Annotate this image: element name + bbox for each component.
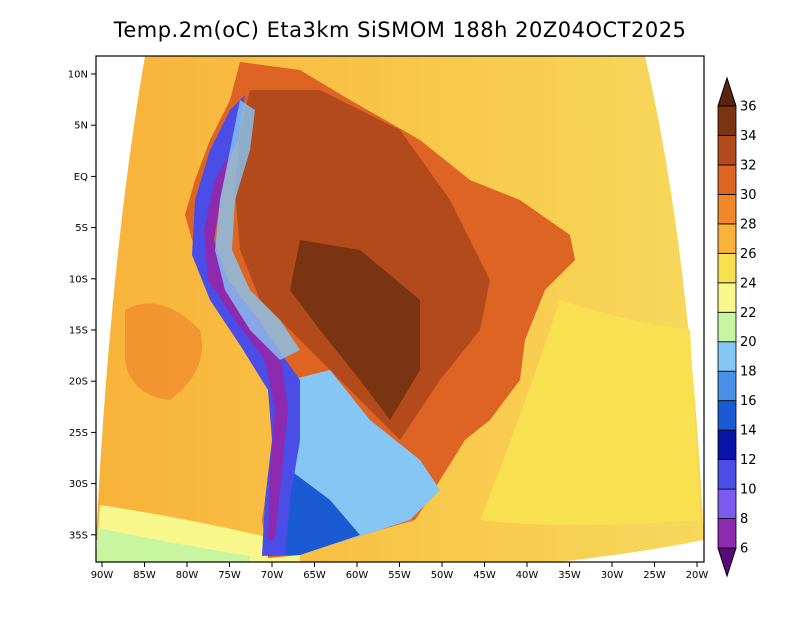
lon-tick-label: 90W [91,570,114,581]
colorbar-segment [717,459,737,490]
colorbar-segment [717,105,737,136]
colorbar-segment [717,370,737,402]
lat-tick-label: 10S [69,274,88,285]
hottest-core [290,240,420,420]
colorbar-segment [717,429,737,460]
lat-tick-label: 25S [69,428,88,439]
latitude-axis: 10N 5N EQ 5S 10S 15S 20S 25S 30S 35S [68,70,96,541]
lat-tick-label: 30S [69,479,88,490]
colorbar-segment [717,282,737,313]
lat-tick-label: 15S [69,326,88,337]
colorbar-segment [717,135,737,166]
colorbar-label: 20 [740,335,757,350]
colorbar-label: 10 [740,483,757,498]
colorbar-label: 34 [740,129,757,144]
colorbar-label: 12 [740,453,757,468]
colorbar-segment [717,341,737,372]
atlantic-warm-area [480,300,700,525]
lon-tick-label: 30W [601,570,624,581]
colorbar-label: 14 [740,424,757,439]
lat-tick-label: EQ [74,172,88,183]
lat-tick-label: 20S [69,377,88,388]
colorbar-label: 26 [740,247,757,262]
lat-tick-label: 5S [75,223,88,234]
lon-tick-label: 85W [133,570,156,581]
colorbar-segment [717,518,737,549]
lon-tick-label: 65W [303,570,326,581]
colorbar: 6 8 10 12 14 16 18 20 22 24 26 28 30 32 34 36 [717,76,757,578]
lon-tick-label: 35W [558,570,581,581]
longitude-axis: 90W 85W 80W 75W 70W 65W 60W 55W 50W 45W 40W 35W 30W 2… [91,562,709,581]
colorbar-label: 36 [740,100,757,115]
lon-tick-label: 45W [473,570,496,581]
lat-tick-label: 35S [69,530,88,541]
temperature-field [96,56,704,562]
lon-tick-label: 50W [431,570,454,581]
colorbar-label: 22 [740,306,757,321]
lon-tick-label: 40W [516,570,539,581]
colorbar-label: 30 [740,188,757,203]
colorbar-segment [717,193,737,225]
colorbar-segment [717,311,737,343]
lon-tick-label: 80W [176,570,199,581]
colorbar-label: 32 [740,158,757,173]
andes-fringe [215,100,300,360]
colorbar-label: 24 [740,276,757,291]
colorbar-label: 16 [740,394,757,409]
lon-tick-label: 60W [346,570,369,581]
colorbar-max-arrow [717,76,737,107]
lon-tick-label: 75W [218,570,241,581]
pacific-warm-patch [125,303,202,400]
colorbar-label: 28 [740,217,757,232]
colorbar-segment [717,252,737,284]
lon-tick-label: 20W [686,570,709,581]
lat-tick-label: 10N [68,70,88,81]
colorbar-segment [717,164,737,195]
colorbar-label: 6 [740,542,748,557]
southern-ocean-cool [96,528,250,562]
colorbar-segment [717,488,737,519]
colorbar-segment [717,223,737,254]
lat-tick-label: 5N [74,121,88,132]
lon-tick-label: 55W [388,570,411,581]
lon-tick-label: 25W [643,570,666,581]
colorbar-label: 18 [740,365,757,380]
map-title: Temp.2m(oC) Eta3km SiSMOM 188h 20Z04OCT2… [113,18,687,42]
colorbar-segment [717,400,737,431]
colorbar-label: 8 [740,512,748,527]
lon-tick-label: 70W [261,570,284,581]
colorbar-min-arrow [717,547,737,578]
